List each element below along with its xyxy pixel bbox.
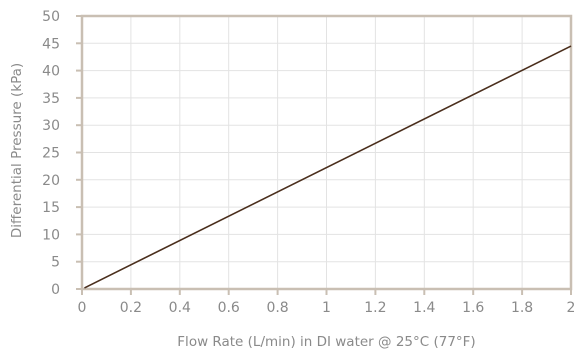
x-tick-label: 0 [78, 300, 87, 316]
y-tick-label: 25 [42, 146, 60, 162]
y-tick-label: 50 [42, 9, 60, 25]
y-tick-label: 40 [42, 64, 60, 80]
y-tick-label: 35 [42, 91, 60, 107]
x-tick-label: 1.6 [462, 300, 484, 316]
series-line [84, 45, 572, 289]
x-tick-label: 0.2 [120, 300, 142, 316]
x-tick-label: 1.8 [511, 300, 533, 316]
x-tick-label: 2 [567, 300, 576, 316]
x-tick-label: 1.4 [413, 300, 435, 316]
x-tick-label: 0.4 [169, 300, 191, 316]
series-layer [84, 45, 572, 289]
x-tick-label: 0.6 [218, 300, 240, 316]
y-tick-label: 10 [42, 227, 60, 243]
y-tick-label: 45 [42, 36, 60, 52]
y-tick-label: 5 [51, 255, 60, 271]
y-tick-label: 30 [42, 118, 60, 134]
x-tick-label: 1 [322, 300, 331, 316]
y-tick-label: 15 [42, 200, 60, 216]
x-tick-label: 0.8 [266, 300, 288, 316]
x-axis-title: Flow Rate (L/min) in DI water @ 25°C (77… [177, 334, 475, 350]
y-tick-label: 20 [42, 173, 60, 189]
tick-labels: 0 0.2 0.4 0.6 0.8 1 1.2 1.4 1.6 1.8 20510152025303… [42, 9, 575, 316]
axes [76, 14, 573, 295]
y-axis-title: Differential Pressure (kPa) [9, 63, 25, 238]
y-tick-label: 0 [51, 282, 60, 298]
x-tick-label: 1.2 [364, 300, 386, 316]
grid [82, 16, 571, 289]
